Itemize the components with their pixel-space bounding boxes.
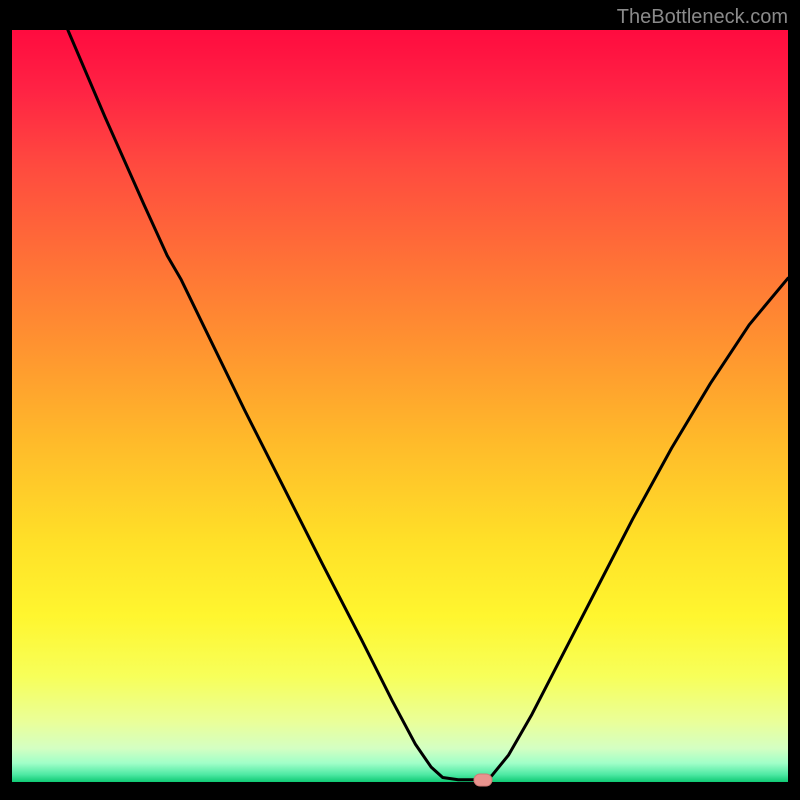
watermark-text: TheBottleneck.com [617,6,788,29]
plot-area [12,30,788,782]
bottleneck-curve [68,30,788,780]
optimum-marker [474,773,493,786]
curve-layer [12,30,788,782]
